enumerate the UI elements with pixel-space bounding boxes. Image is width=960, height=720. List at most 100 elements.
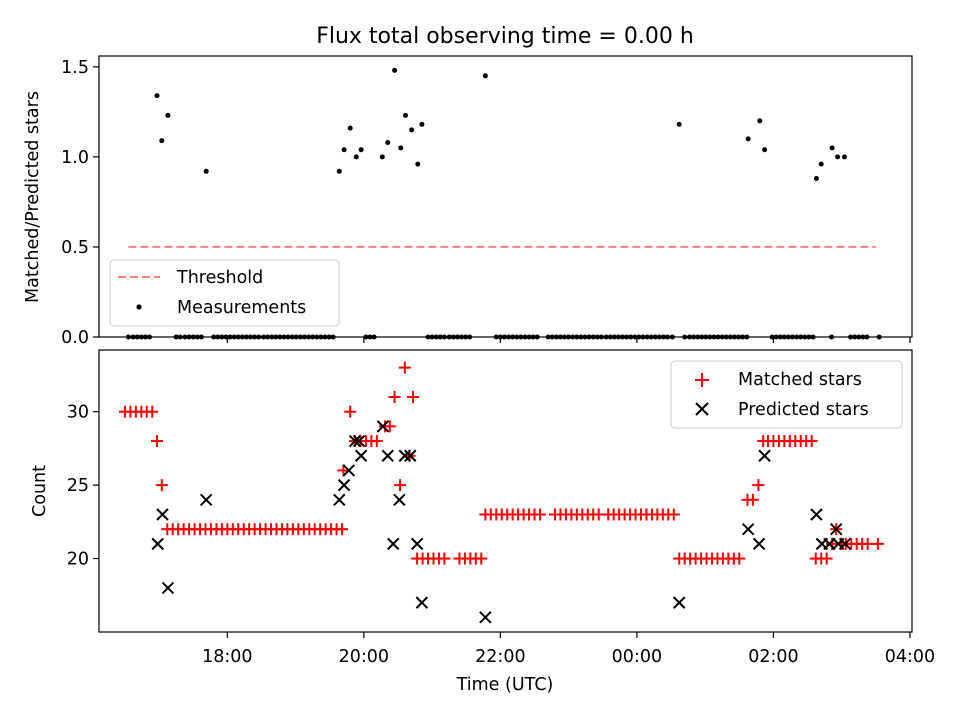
measurement-point — [409, 127, 415, 133]
predicted-star-point — [333, 493, 346, 507]
predicted-star-point — [381, 449, 394, 462]
legend-measurements-label: Measurements — [177, 298, 306, 318]
top-y-axis-label: Matched/Predicted stars — [23, 91, 43, 303]
predicted-star-point — [415, 596, 429, 609]
legend-matched-marker — [695, 373, 709, 387]
predicted-star-point — [398, 449, 412, 462]
legend-threshold-label: Threshold — [176, 268, 263, 288]
matched-star-point — [388, 391, 401, 403]
matched-star-point — [667, 508, 680, 521]
predicted-star-point — [410, 537, 424, 551]
predicted-star-point — [752, 537, 766, 551]
measurement-point — [676, 121, 682, 127]
matched-star-point — [752, 479, 765, 492]
measurement-point — [347, 125, 353, 131]
bottom-y-axis-ticks: 20 25 30 — [67, 403, 99, 570]
top-y-tick-label: 0.5 — [61, 238, 89, 258]
legend-matched-label: Matched stars — [738, 370, 862, 390]
measurement-point — [341, 147, 347, 153]
matched-star-point — [407, 391, 420, 403]
top-legend-box — [109, 259, 340, 327]
top-axes-frame — [98, 55, 913, 338]
matched-star-point — [394, 479, 407, 492]
bottom-y-tick-label: 25 — [67, 476, 89, 496]
predicted-star-point — [838, 537, 852, 551]
measurement-point — [379, 154, 385, 160]
top-x-axis-ticks — [226, 337, 911, 343]
predicted-star-point — [337, 478, 351, 492]
predicted-star-point — [741, 522, 755, 536]
measurement-point — [835, 154, 841, 160]
top-panel-marks — [125, 67, 882, 340]
measurement-point — [841, 154, 847, 160]
measurement-point — [813, 176, 819, 181]
bottom-y-tick-label: 30 — [67, 403, 89, 423]
measurement-point — [353, 154, 359, 160]
bottom-panel-marks — [118, 361, 884, 624]
matched-star-point — [438, 552, 451, 565]
measurement-point — [818, 161, 824, 167]
figure-title: Flux total observing time = 0.00 h — [316, 24, 694, 49]
measurement-point — [829, 145, 835, 151]
matched-star-point — [746, 493, 759, 506]
predicted-star-point — [151, 537, 164, 551]
bottom-x-axis-ticks: 18:00 20:00 22:00 00:00 02:00 04:00 — [202, 632, 935, 667]
measurement-point — [159, 138, 165, 144]
bottom-x-tick-label: 00:00 — [612, 647, 662, 667]
measurement-point — [745, 136, 751, 142]
predicted-star-point — [352, 434, 366, 448]
predicted-star-point — [823, 537, 836, 551]
predicted-star-point — [342, 464, 356, 477]
top-y-tick-label: 0.0 — [61, 328, 89, 348]
bottom-y-tick-label: 20 — [67, 550, 89, 570]
matched-star-point — [337, 464, 350, 477]
matched-star-point — [398, 361, 411, 374]
predicted-star-point — [348, 434, 362, 448]
measurement-point — [385, 140, 391, 145]
matched-star-point — [344, 405, 357, 418]
matched-star-point — [871, 537, 884, 550]
measurement-point — [336, 168, 342, 174]
legend-predicted-marker — [695, 402, 709, 416]
measurement-point — [358, 147, 364, 153]
predicted-star-point — [673, 596, 686, 609]
matched-star-point — [336, 523, 349, 536]
matched-star-point — [151, 435, 164, 448]
top-legend: Threshold Measurements — [109, 259, 340, 327]
top-y-axis-ticks: 0.0 0.5 1.0 1.5 — [61, 58, 99, 348]
measurement-point — [403, 112, 408, 118]
predicted-star-point — [387, 537, 400, 551]
predicted-star-point — [376, 420, 390, 433]
predicted-star-point — [393, 493, 406, 507]
predicted-star-point — [161, 581, 175, 595]
predicted-star-point — [404, 449, 417, 462]
predicted-star-point — [354, 449, 368, 462]
measurement-point — [203, 168, 209, 174]
measurement-point — [154, 93, 160, 99]
legend-predicted-label: Predicted stars — [738, 400, 869, 420]
bottom-x-tick-label: 02:00 — [748, 647, 798, 667]
predicted-star-point — [199, 493, 213, 507]
bottom-axes-frame — [98, 349, 913, 633]
matched-star-point — [861, 537, 874, 550]
top-y-tick-label: 1.0 — [61, 148, 89, 168]
bottom-legend: Matched stars Predicted stars — [670, 360, 903, 429]
measurement-point — [415, 161, 421, 167]
matched-star-point — [733, 552, 746, 565]
predicted-star-point — [156, 508, 169, 521]
matched-star-point — [370, 435, 383, 448]
measurement-point — [165, 112, 171, 118]
matched-star-point — [475, 552, 488, 565]
matched-star-point — [533, 508, 546, 521]
legend-measurements-marker — [136, 304, 142, 310]
predicted-star-point — [758, 449, 771, 462]
bottom-x-tick-label: 04:00 — [885, 647, 935, 667]
measurement-point — [757, 118, 763, 124]
measurement-point — [398, 145, 404, 151]
bottom-legend-box — [670, 360, 903, 429]
measurement-point — [419, 121, 425, 127]
bottom-x-tick-label: 20:00 — [339, 647, 389, 667]
bottom-x-tick-label: 22:00 — [475, 647, 525, 667]
